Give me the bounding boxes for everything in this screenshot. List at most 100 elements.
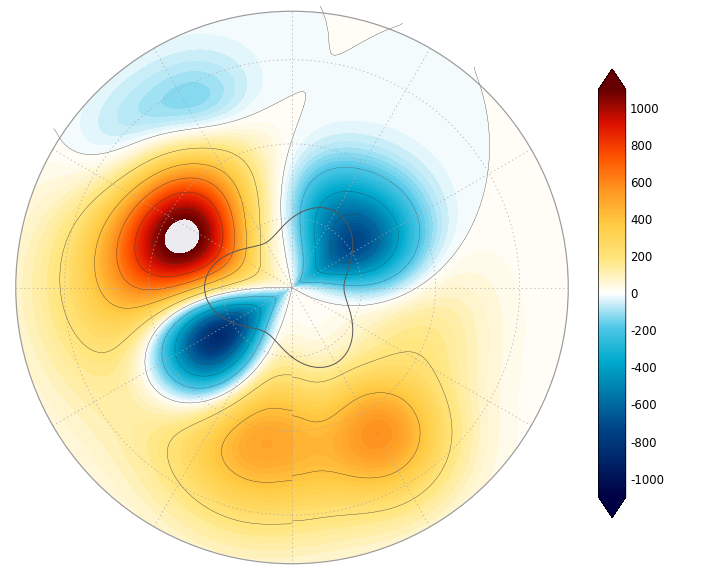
Point [286, 283, 298, 292]
Point [286, 283, 298, 292]
Point [286, 283, 298, 292]
Point [286, 283, 298, 292]
Point [286, 283, 298, 292]
Point [286, 283, 298, 292]
Point [286, 283, 298, 292]
Point [286, 283, 298, 292]
Point [286, 283, 298, 292]
Point [286, 283, 298, 292]
Point [286, 283, 298, 292]
Point [286, 283, 298, 292]
Point [286, 283, 298, 292]
Point [286, 283, 298, 292]
Point [286, 283, 298, 292]
Point [286, 283, 298, 292]
Point [286, 283, 298, 292]
Point [286, 283, 298, 292]
Point [286, 283, 298, 292]
Point [286, 283, 298, 292]
Point [286, 283, 298, 292]
Point [286, 283, 298, 292]
Point [286, 283, 298, 292]
PathPatch shape [598, 69, 626, 89]
Point [286, 283, 298, 292]
Point [286, 283, 298, 292]
Point [286, 283, 298, 292]
Point [286, 283, 298, 292]
Point [286, 283, 298, 292]
Point [286, 283, 298, 292]
Point [286, 283, 298, 292]
Point [286, 283, 298, 292]
Point [286, 283, 298, 292]
Point [286, 283, 298, 292]
Point [286, 283, 298, 292]
Point [286, 283, 298, 292]
Point [286, 283, 298, 292]
Point [286, 283, 298, 292]
Point [286, 283, 298, 292]
Point [286, 283, 298, 292]
Point [286, 283, 298, 292]
Point [286, 283, 298, 292]
Point [286, 283, 298, 292]
Point [286, 283, 298, 292]
Point [286, 283, 298, 292]
Point [286, 283, 298, 292]
Point [286, 283, 298, 292]
Point [286, 283, 298, 292]
Point [286, 283, 298, 292]
Point [286, 283, 298, 292]
Point [286, 283, 298, 292]
PathPatch shape [598, 497, 626, 518]
Point [286, 283, 298, 292]
Point [286, 283, 298, 292]
Point [286, 283, 298, 292]
Point [286, 283, 298, 292]
Point [286, 283, 298, 292]
Point [286, 283, 298, 292]
Point [286, 283, 298, 292]
Point [286, 283, 298, 292]
Point [286, 283, 298, 292]
Point [286, 283, 298, 292]
Point [286, 283, 298, 292]
Point [286, 283, 298, 292]
Point [286, 283, 298, 292]
Point [286, 283, 298, 292]
Point [286, 283, 298, 292]
Point [286, 283, 298, 292]
Point [286, 283, 298, 292]
Point [286, 283, 298, 292]
Point [286, 283, 298, 292]
Point [286, 283, 298, 292]
Point [286, 283, 298, 292]
Point [286, 283, 298, 292]
Point [286, 283, 298, 292]
Point [286, 283, 298, 292]
Point [286, 283, 298, 292]
Point [286, 283, 298, 292]
Point [286, 283, 298, 292]
Point [286, 283, 298, 292]
Point [286, 283, 298, 292]
Point [286, 283, 298, 292]
Point [286, 283, 298, 292]
Point [286, 283, 298, 292]
Point [286, 283, 298, 292]
Point [286, 283, 298, 292]
Point [286, 283, 298, 292]
Point [286, 283, 298, 292]
Point [286, 283, 298, 292]
Point [286, 283, 298, 292]
Point [286, 283, 298, 292]
Point [286, 283, 298, 292]
Point [286, 283, 298, 292]
Circle shape [16, 12, 568, 564]
Point [286, 283, 298, 292]
Point [286, 283, 298, 292]
Point [286, 283, 298, 292]
Point [286, 283, 298, 292]
Point [286, 283, 298, 292]
Point [286, 283, 298, 292]
